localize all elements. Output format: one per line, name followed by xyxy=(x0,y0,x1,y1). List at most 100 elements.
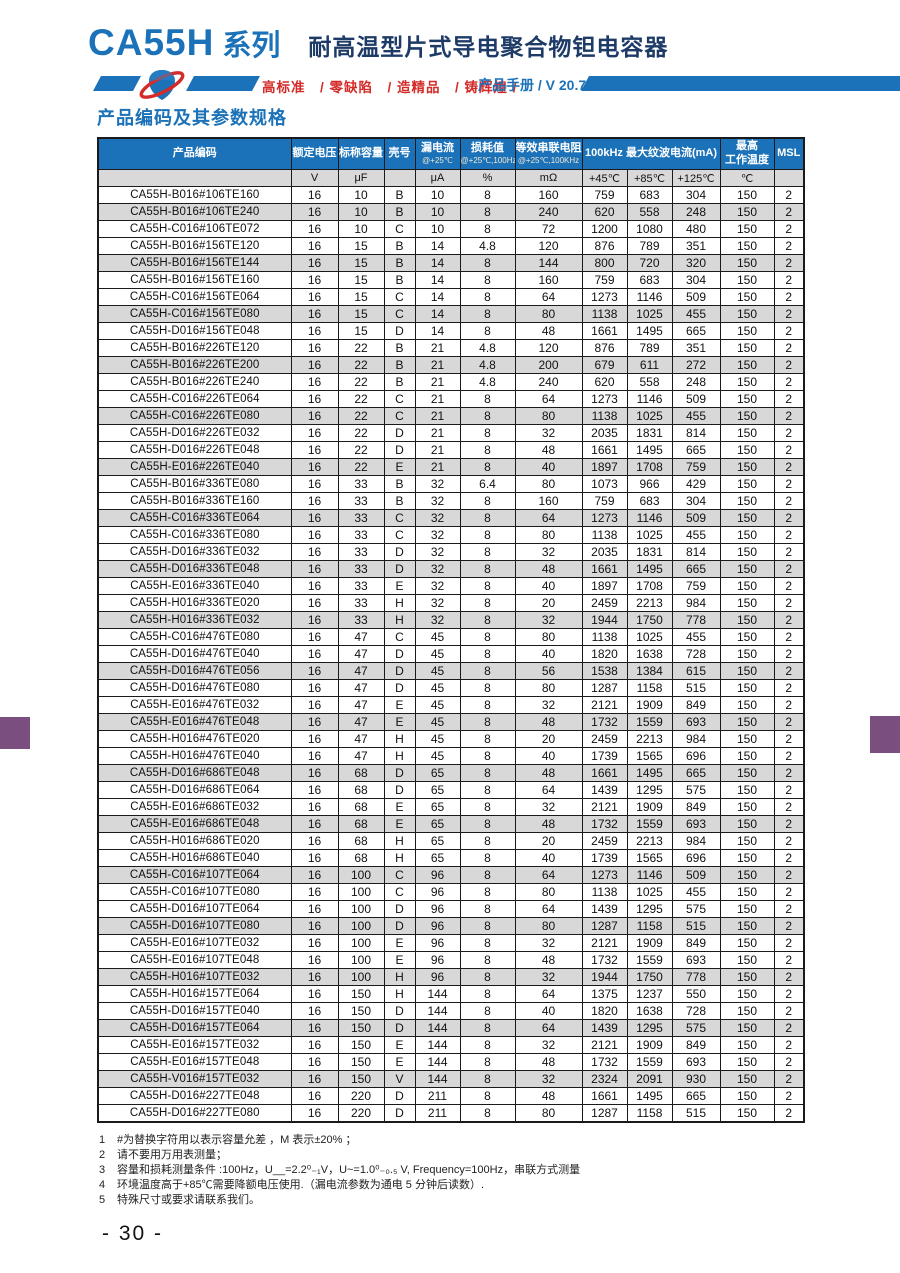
table-row: CA55H-E016#476TE048 16 47 E 45 8 48 1732 1559 693… xyxy=(97,713,805,731)
product-code-cell: CA55H-E016#686TE032 xyxy=(97,798,292,816)
value-cell: 32 xyxy=(514,611,583,629)
value-cell: H xyxy=(383,611,416,629)
value-cell: 2 xyxy=(773,1053,805,1071)
value-cell: 22 xyxy=(337,441,385,459)
value-cell: 240 xyxy=(514,373,583,391)
value-cell: 1295 xyxy=(626,1019,673,1037)
value-cell: 558 xyxy=(626,203,673,221)
product-code-cell: CA55H-D016#686TE048 xyxy=(97,764,292,782)
value-cell: 1831 xyxy=(626,543,673,561)
value-cell: 1820 xyxy=(581,1002,628,1020)
value-cell: 150 xyxy=(719,390,775,408)
table-row: CA55H-D016#107TE080 16 100 D 96 8 80 1287 1158 51… xyxy=(97,917,805,935)
value-cell: 21 xyxy=(414,458,461,476)
table-row: CA55H-D016#686TE064 16 68 D 65 8 64 1439 1295 575… xyxy=(97,781,805,799)
value-cell: 120 xyxy=(514,237,583,255)
value-cell: 1909 xyxy=(626,1036,673,1054)
value-cell: 150 xyxy=(719,441,775,459)
value-cell: 40 xyxy=(514,458,583,476)
value-cell: 16 xyxy=(290,271,339,289)
value-cell: 1732 xyxy=(581,713,628,731)
value-cell: 16 xyxy=(290,407,339,425)
value-cell: 16 xyxy=(290,458,339,476)
value-cell: 248 xyxy=(671,203,721,221)
value-cell: 21 xyxy=(414,373,461,391)
value-cell: 22 xyxy=(337,407,385,425)
value-cell: 1495 xyxy=(626,1087,673,1105)
col-ripple-current: 100kHz 最大纹波电流(mA) xyxy=(581,137,721,170)
value-cell: 16 xyxy=(290,594,339,612)
unit-t85: +85℃ xyxy=(626,169,673,187)
value-cell: 1158 xyxy=(626,917,673,935)
product-code-cell: CA55H-V016#157TE032 xyxy=(97,1070,292,1088)
value-cell: 2459 xyxy=(581,594,628,612)
value-cell: 150 xyxy=(337,985,385,1003)
product-code-cell: CA55H-E016#476TE032 xyxy=(97,696,292,714)
value-cell: 150 xyxy=(719,1002,775,1020)
value-cell: 2 xyxy=(773,662,805,680)
value-cell: 304 xyxy=(671,271,721,289)
value-cell: 48 xyxy=(514,764,583,782)
product-code-cell: CA55H-C016#226TE064 xyxy=(97,390,292,408)
footnotes: 1 #为替换字符用以表示容量允差 ，M 表示±20% ； 2 请不要用万用表测量； … xyxy=(99,1133,739,1208)
product-code-cell: CA55H-H016#336TE020 xyxy=(97,594,292,612)
left-edge-tab xyxy=(0,717,30,749)
footnote: 3 容量和损耗测量条件 :100Hz，U__=2.2⁰₋₁V，U~=1.0⁰₋₀.… xyxy=(99,1164,581,1176)
table-row: CA55H-D016#226TE032 16 22 D 21 8 32 2035 1831 814… xyxy=(97,424,805,442)
value-cell: 80 xyxy=(514,628,583,646)
value-cell: 16 xyxy=(290,696,339,714)
value-cell: 509 xyxy=(671,866,721,884)
table-row: CA55H-D016#226TE048 16 22 D 21 8 48 1661 1495 665… xyxy=(97,441,805,459)
value-cell: 16 xyxy=(290,662,339,680)
value-cell: 64 xyxy=(514,1019,583,1037)
value-cell: 150 xyxy=(719,917,775,935)
value-cell: 20 xyxy=(514,832,583,850)
value-cell: 1559 xyxy=(626,713,673,731)
value-cell: 1273 xyxy=(581,509,628,527)
value-cell: 144 xyxy=(414,1053,461,1071)
value-cell: H xyxy=(383,968,416,986)
value-cell: D xyxy=(383,441,416,459)
value-cell: 16 xyxy=(290,356,339,374)
value-cell: 68 xyxy=(337,798,385,816)
value-cell: 1661 xyxy=(581,560,628,578)
footnote: 1 #为替换字符用以表示容量允差 ，M 表示±20% ； xyxy=(99,1134,357,1146)
value-cell: 150 xyxy=(719,866,775,884)
value-cell: 21 xyxy=(414,356,461,374)
value-cell: 33 xyxy=(337,526,385,544)
value-cell: 32 xyxy=(414,560,461,578)
table-row: CA55H-E016#686TE032 16 68 E 65 8 32 2121 1909 849… xyxy=(97,798,805,816)
value-cell: 8 xyxy=(459,560,516,578)
value-cell: 696 xyxy=(671,747,721,765)
value-cell: 1200 xyxy=(581,220,628,238)
value-cell: 16 xyxy=(290,730,339,748)
value-cell: 1661 xyxy=(581,764,628,782)
value-cell: 150 xyxy=(719,373,775,391)
value-cell: 240 xyxy=(514,203,583,221)
manual-version: 产品手册 / V 20.7 xyxy=(478,77,587,93)
value-cell: 876 xyxy=(581,339,628,357)
value-cell: 1287 xyxy=(581,679,628,697)
value-cell: C xyxy=(383,526,416,544)
value-cell: 759 xyxy=(671,458,721,476)
value-cell: 150 xyxy=(719,747,775,765)
col-leakage-current: 漏电流 @+25℃ xyxy=(414,137,461,170)
value-cell: 615 xyxy=(671,662,721,680)
value-cell: 2459 xyxy=(581,730,628,748)
value-cell: 16 xyxy=(290,1087,339,1105)
value-cell: 2 xyxy=(773,1019,805,1037)
value-cell: 8 xyxy=(459,220,516,238)
value-cell: 8 xyxy=(459,441,516,459)
value-cell: D xyxy=(383,662,416,680)
value-cell: 1820 xyxy=(581,645,628,663)
value-cell: 150 xyxy=(719,339,775,357)
banner-bar xyxy=(93,76,141,91)
value-cell: 515 xyxy=(671,679,721,697)
value-cell: 32 xyxy=(514,543,583,561)
product-code-cell: CA55H-C016#336TE080 xyxy=(97,526,292,544)
value-cell: 47 xyxy=(337,628,385,646)
series-suffix: 系列 xyxy=(222,30,281,62)
value-cell: 16 xyxy=(290,322,339,340)
unit-blank xyxy=(773,169,805,187)
value-cell: 1146 xyxy=(626,288,673,306)
